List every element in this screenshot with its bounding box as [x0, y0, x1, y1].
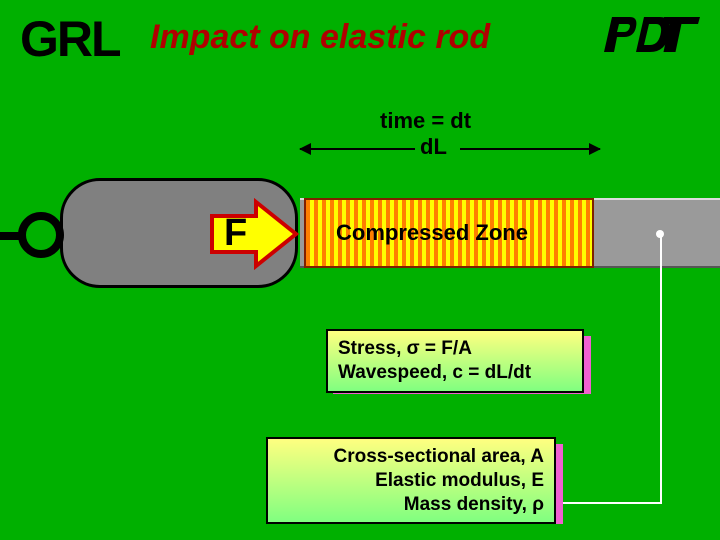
prop-modulus: Elastic modulus, E	[278, 469, 544, 493]
pointer-line-2	[560, 502, 662, 504]
prop-density: Mass density, ρ	[278, 493, 544, 517]
time-label: time = dt	[380, 108, 471, 134]
dl-arrow-right	[460, 148, 600, 150]
impactor-tail	[0, 232, 20, 240]
force-label: F	[224, 212, 247, 255]
wavespeed-equation: Wavespeed, c = dL/dt	[338, 361, 572, 385]
grl-logo: GRL	[20, 10, 120, 68]
equations-box: Stress, σ = F/A Wavespeed, c = dL/dt	[326, 329, 584, 393]
compressed-zone-label: Compressed Zone	[336, 220, 528, 246]
stress-equation: Stress, σ = F/A	[338, 337, 572, 361]
pointer-line-1	[660, 234, 662, 504]
page-title: Impact on elastic rod	[150, 18, 490, 57]
dl-label: dL	[420, 134, 447, 160]
properties-box: Cross-sectional area, A Elastic modulus,…	[266, 437, 556, 524]
force-arrow	[208, 198, 300, 270]
pdi-logo	[602, 12, 702, 57]
impactor-ring	[18, 212, 64, 258]
prop-area: Cross-sectional area, A	[278, 445, 544, 469]
dl-arrow-left	[300, 148, 415, 150]
